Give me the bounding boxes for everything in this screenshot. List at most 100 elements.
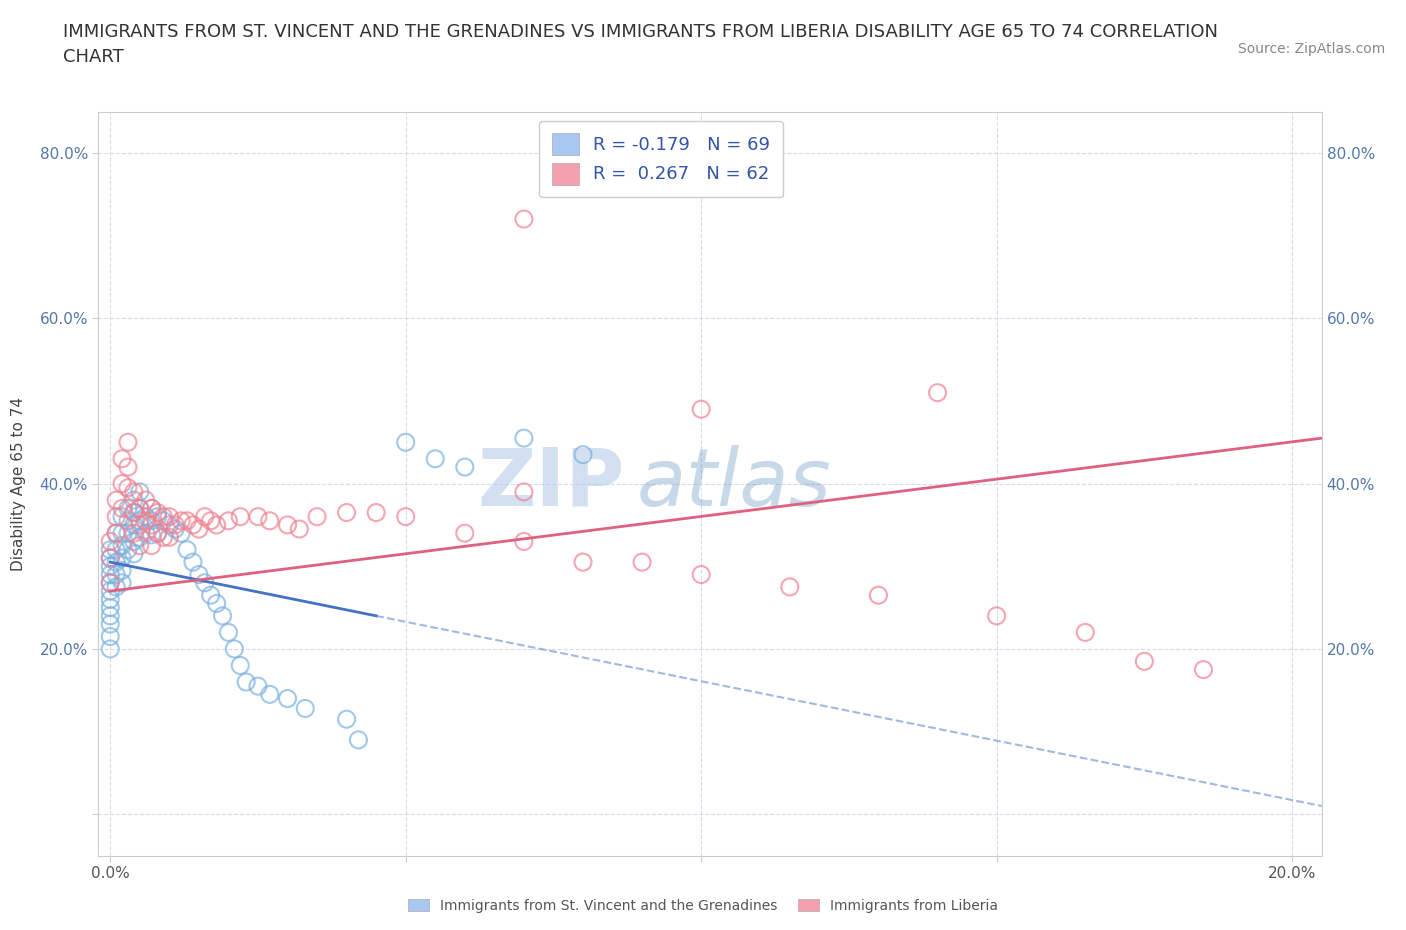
Point xyxy=(141,538,163,553)
Point xyxy=(105,493,128,508)
Point xyxy=(181,517,204,532)
Point xyxy=(986,608,1008,623)
Text: ZIP: ZIP xyxy=(477,445,624,523)
Point xyxy=(513,212,536,227)
Point xyxy=(122,505,145,520)
Point xyxy=(395,510,418,525)
Text: atlas: atlas xyxy=(637,445,831,523)
Point xyxy=(217,625,239,640)
Point xyxy=(98,542,121,557)
Point xyxy=(229,658,252,673)
Point xyxy=(425,451,447,466)
Point xyxy=(117,501,139,516)
Point xyxy=(135,525,157,540)
Point xyxy=(1074,625,1097,640)
Point xyxy=(105,525,128,540)
Point xyxy=(631,554,654,569)
Legend: Immigrants from St. Vincent and the Grenadines, Immigrants from Liberia: Immigrants from St. Vincent and the Gren… xyxy=(402,894,1004,919)
Point xyxy=(146,525,169,540)
Point xyxy=(288,522,311,537)
Point xyxy=(98,551,121,565)
Point xyxy=(141,527,163,542)
Point xyxy=(98,584,121,599)
Point xyxy=(170,513,193,528)
Point xyxy=(165,517,187,532)
Point xyxy=(128,517,150,532)
Point xyxy=(229,510,252,525)
Point xyxy=(246,510,269,525)
Point xyxy=(176,513,198,528)
Point xyxy=(111,525,134,540)
Point xyxy=(111,551,134,565)
Point xyxy=(205,517,228,532)
Point xyxy=(868,588,890,603)
Point xyxy=(98,608,121,623)
Point xyxy=(98,591,121,606)
Point xyxy=(98,629,121,644)
Point xyxy=(1192,662,1215,677)
Point xyxy=(690,402,713,417)
Point xyxy=(111,563,134,578)
Point xyxy=(98,567,121,582)
Point xyxy=(98,617,121,631)
Point xyxy=(259,687,281,702)
Point xyxy=(366,505,388,520)
Point xyxy=(170,525,193,540)
Point xyxy=(347,733,370,748)
Point xyxy=(111,476,134,491)
Point xyxy=(224,642,246,657)
Point xyxy=(128,513,150,528)
Point xyxy=(111,576,134,591)
Point xyxy=(194,510,217,525)
Point xyxy=(98,600,121,615)
Point xyxy=(294,701,316,716)
Point xyxy=(141,501,163,516)
Point xyxy=(105,542,128,557)
Point xyxy=(454,459,477,474)
Point xyxy=(205,596,228,611)
Point xyxy=(98,576,121,591)
Point xyxy=(117,480,139,495)
Point xyxy=(572,447,595,462)
Point xyxy=(336,505,359,520)
Point xyxy=(157,530,180,545)
Point xyxy=(128,485,150,499)
Point xyxy=(122,493,145,508)
Point xyxy=(152,530,174,545)
Point xyxy=(141,517,163,532)
Point xyxy=(1133,654,1156,669)
Point xyxy=(176,542,198,557)
Point xyxy=(105,567,128,582)
Point xyxy=(122,505,145,520)
Point xyxy=(98,534,121,549)
Point xyxy=(779,579,801,594)
Point xyxy=(135,513,157,528)
Point xyxy=(122,517,145,532)
Point xyxy=(194,576,217,591)
Point xyxy=(117,435,139,450)
Point xyxy=(181,554,204,569)
Y-axis label: Disability Age 65 to 74: Disability Age 65 to 74 xyxy=(11,396,25,571)
Point xyxy=(572,554,595,569)
Point xyxy=(141,513,163,528)
Point xyxy=(187,567,209,582)
Point xyxy=(395,435,418,450)
Point xyxy=(259,513,281,528)
Point xyxy=(98,576,121,591)
Point xyxy=(117,459,139,474)
Point xyxy=(117,542,139,557)
Point xyxy=(200,513,222,528)
Point xyxy=(165,522,187,537)
Point xyxy=(135,493,157,508)
Point xyxy=(276,691,298,706)
Point xyxy=(690,567,713,582)
Point xyxy=(122,547,145,562)
Point xyxy=(336,711,359,726)
Point xyxy=(157,510,180,525)
Text: Source: ZipAtlas.com: Source: ZipAtlas.com xyxy=(1237,42,1385,56)
Point xyxy=(141,501,163,516)
Text: IMMIGRANTS FROM ST. VINCENT AND THE GRENADINES VS IMMIGRANTS FROM LIBERIA DISABI: IMMIGRANTS FROM ST. VINCENT AND THE GREN… xyxy=(63,23,1218,66)
Point xyxy=(111,538,134,553)
Point xyxy=(105,510,128,525)
Point xyxy=(200,588,222,603)
